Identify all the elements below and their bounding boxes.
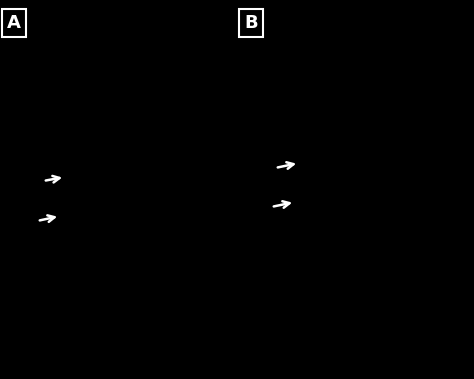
Text: A: A [7,14,21,32]
Text: B: B [244,14,258,32]
